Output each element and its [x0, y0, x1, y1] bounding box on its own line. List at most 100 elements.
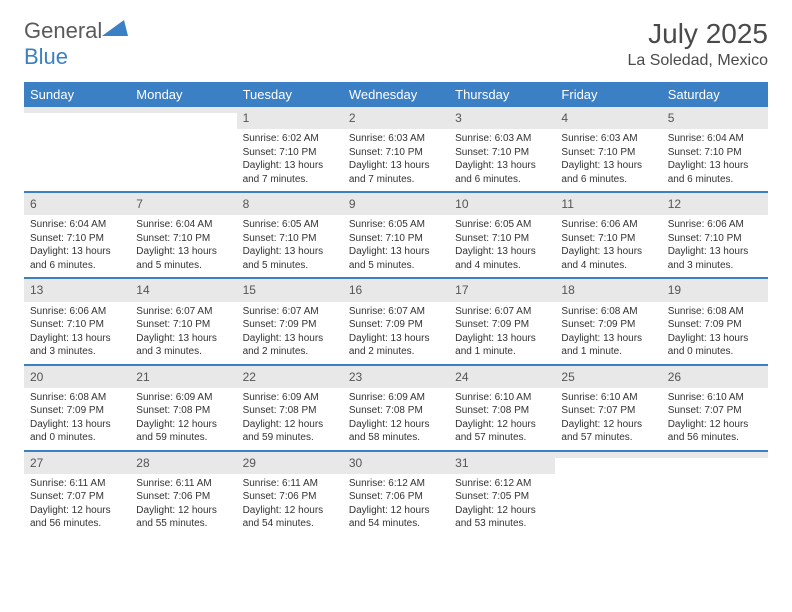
sunset-text: Sunset: 7:10 PM: [561, 232, 655, 246]
sunset-text: Sunset: 7:09 PM: [561, 318, 655, 332]
day-cell: 15Sunrise: 6:07 AMSunset: 7:09 PMDayligh…: [237, 279, 343, 363]
sunrise-text: Sunrise: 6:05 AM: [455, 218, 549, 232]
day-cell: 14Sunrise: 6:07 AMSunset: 7:10 PMDayligh…: [130, 279, 236, 363]
sunrise-text: Sunrise: 6:05 AM: [349, 218, 443, 232]
daylight-text: Daylight: 13 hours and 7 minutes.: [349, 159, 443, 186]
day-cell: 9Sunrise: 6:05 AMSunset: 7:10 PMDaylight…: [343, 193, 449, 277]
day-body: Sunrise: 6:09 AMSunset: 7:08 PMDaylight:…: [237, 388, 343, 450]
day-cell: 12Sunrise: 6:06 AMSunset: 7:10 PMDayligh…: [662, 193, 768, 277]
day-number: 28: [130, 452, 236, 474]
sunrise-text: Sunrise: 6:04 AM: [136, 218, 230, 232]
day-body: Sunrise: 6:12 AMSunset: 7:06 PMDaylight:…: [343, 474, 449, 536]
day-cell: [24, 107, 130, 191]
day-body: Sunrise: 6:10 AMSunset: 7:07 PMDaylight:…: [662, 388, 768, 450]
sunrise-text: Sunrise: 6:06 AM: [561, 218, 655, 232]
day-body: Sunrise: 6:11 AMSunset: 7:06 PMDaylight:…: [237, 474, 343, 536]
day-number: 31: [449, 452, 555, 474]
title-block: July 2025 La Soledad, Mexico: [627, 18, 768, 70]
day-body: Sunrise: 6:03 AMSunset: 7:10 PMDaylight:…: [449, 129, 555, 191]
week-row: 1Sunrise: 6:02 AMSunset: 7:10 PMDaylight…: [24, 107, 768, 193]
logo-part2: Blue: [24, 44, 68, 69]
day-body: Sunrise: 6:08 AMSunset: 7:09 PMDaylight:…: [24, 388, 130, 450]
daylight-text: Daylight: 12 hours and 56 minutes.: [668, 418, 762, 445]
sunrise-text: Sunrise: 6:07 AM: [455, 305, 549, 319]
sunrise-text: Sunrise: 6:12 AM: [349, 477, 443, 491]
sunrise-text: Sunrise: 6:10 AM: [561, 391, 655, 405]
sunrise-text: Sunrise: 6:07 AM: [243, 305, 337, 319]
sunset-text: Sunset: 7:10 PM: [30, 318, 124, 332]
logo-part1: General: [24, 18, 102, 43]
day-number: 16: [343, 279, 449, 301]
sunrise-text: Sunrise: 6:06 AM: [30, 305, 124, 319]
day-label: Wednesday: [343, 82, 449, 107]
daylight-text: Daylight: 13 hours and 0 minutes.: [30, 418, 124, 445]
day-cell: 24Sunrise: 6:10 AMSunset: 7:08 PMDayligh…: [449, 366, 555, 450]
sunset-text: Sunset: 7:10 PM: [243, 232, 337, 246]
page: GeneralBlue July 2025 La Soledad, Mexico…: [0, 0, 792, 554]
day-cell: 28Sunrise: 6:11 AMSunset: 7:06 PMDayligh…: [130, 452, 236, 536]
sunset-text: Sunset: 7:10 PM: [561, 146, 655, 160]
day-number: 11: [555, 193, 661, 215]
sunset-text: Sunset: 7:10 PM: [349, 146, 443, 160]
logo-text: GeneralBlue: [24, 18, 128, 70]
day-body: Sunrise: 6:11 AMSunset: 7:07 PMDaylight:…: [24, 474, 130, 536]
day-number: 6: [24, 193, 130, 215]
day-label: Friday: [555, 82, 661, 107]
weeks-container: 1Sunrise: 6:02 AMSunset: 7:10 PMDaylight…: [24, 107, 768, 536]
day-body: Sunrise: 6:05 AMSunset: 7:10 PMDaylight:…: [343, 215, 449, 277]
day-cell: 25Sunrise: 6:10 AMSunset: 7:07 PMDayligh…: [555, 366, 661, 450]
day-body: [555, 458, 661, 518]
day-number: 19: [662, 279, 768, 301]
day-body: Sunrise: 6:06 AMSunset: 7:10 PMDaylight:…: [24, 302, 130, 364]
day-body: Sunrise: 6:09 AMSunset: 7:08 PMDaylight:…: [343, 388, 449, 450]
daylight-text: Daylight: 12 hours and 55 minutes.: [136, 504, 230, 531]
sunrise-text: Sunrise: 6:10 AM: [455, 391, 549, 405]
page-subtitle: La Soledad, Mexico: [627, 52, 768, 70]
day-body: [24, 113, 130, 173]
daylight-text: Daylight: 13 hours and 2 minutes.: [349, 332, 443, 359]
sunrise-text: Sunrise: 6:11 AM: [243, 477, 337, 491]
sunset-text: Sunset: 7:07 PM: [30, 490, 124, 504]
day-body: Sunrise: 6:09 AMSunset: 7:08 PMDaylight:…: [130, 388, 236, 450]
day-number: 4: [555, 107, 661, 129]
day-body: Sunrise: 6:07 AMSunset: 7:09 PMDaylight:…: [343, 302, 449, 364]
daylight-text: Daylight: 13 hours and 1 minute.: [455, 332, 549, 359]
day-cell: 13Sunrise: 6:06 AMSunset: 7:10 PMDayligh…: [24, 279, 130, 363]
sunset-text: Sunset: 7:10 PM: [30, 232, 124, 246]
day-cell: 17Sunrise: 6:07 AMSunset: 7:09 PMDayligh…: [449, 279, 555, 363]
day-body: Sunrise: 6:07 AMSunset: 7:09 PMDaylight:…: [237, 302, 343, 364]
sunrise-text: Sunrise: 6:06 AM: [668, 218, 762, 232]
day-cell: 10Sunrise: 6:05 AMSunset: 7:10 PMDayligh…: [449, 193, 555, 277]
logo-triangle-icon: [102, 18, 128, 38]
day-body: Sunrise: 6:04 AMSunset: 7:10 PMDaylight:…: [130, 215, 236, 277]
day-number: 2: [343, 107, 449, 129]
daylight-text: Daylight: 12 hours and 57 minutes.: [561, 418, 655, 445]
day-cell: 20Sunrise: 6:08 AMSunset: 7:09 PMDayligh…: [24, 366, 130, 450]
daylight-text: Daylight: 12 hours and 59 minutes.: [243, 418, 337, 445]
day-number: 17: [449, 279, 555, 301]
daylight-text: Daylight: 13 hours and 4 minutes.: [455, 245, 549, 272]
sunset-text: Sunset: 7:10 PM: [349, 232, 443, 246]
sunrise-text: Sunrise: 6:10 AM: [668, 391, 762, 405]
day-cell: 21Sunrise: 6:09 AMSunset: 7:08 PMDayligh…: [130, 366, 236, 450]
day-header-row: Sunday Monday Tuesday Wednesday Thursday…: [24, 82, 768, 107]
day-number: 22: [237, 366, 343, 388]
sunrise-text: Sunrise: 6:09 AM: [243, 391, 337, 405]
daylight-text: Daylight: 13 hours and 6 minutes.: [30, 245, 124, 272]
day-number: 18: [555, 279, 661, 301]
sunrise-text: Sunrise: 6:02 AM: [243, 132, 337, 146]
day-body: Sunrise: 6:10 AMSunset: 7:08 PMDaylight:…: [449, 388, 555, 450]
day-body: Sunrise: 6:08 AMSunset: 7:09 PMDaylight:…: [555, 302, 661, 364]
day-body: Sunrise: 6:07 AMSunset: 7:09 PMDaylight:…: [449, 302, 555, 364]
sunrise-text: Sunrise: 6:03 AM: [349, 132, 443, 146]
daylight-text: Daylight: 13 hours and 0 minutes.: [668, 332, 762, 359]
day-body: Sunrise: 6:10 AMSunset: 7:07 PMDaylight:…: [555, 388, 661, 450]
daylight-text: Daylight: 12 hours and 58 minutes.: [349, 418, 443, 445]
day-number: 25: [555, 366, 661, 388]
day-cell: 23Sunrise: 6:09 AMSunset: 7:08 PMDayligh…: [343, 366, 449, 450]
sunrise-text: Sunrise: 6:04 AM: [30, 218, 124, 232]
day-body: Sunrise: 6:02 AMSunset: 7:10 PMDaylight:…: [237, 129, 343, 191]
daylight-text: Daylight: 13 hours and 3 minutes.: [668, 245, 762, 272]
sunset-text: Sunset: 7:08 PM: [243, 404, 337, 418]
day-body: Sunrise: 6:06 AMSunset: 7:10 PMDaylight:…: [555, 215, 661, 277]
